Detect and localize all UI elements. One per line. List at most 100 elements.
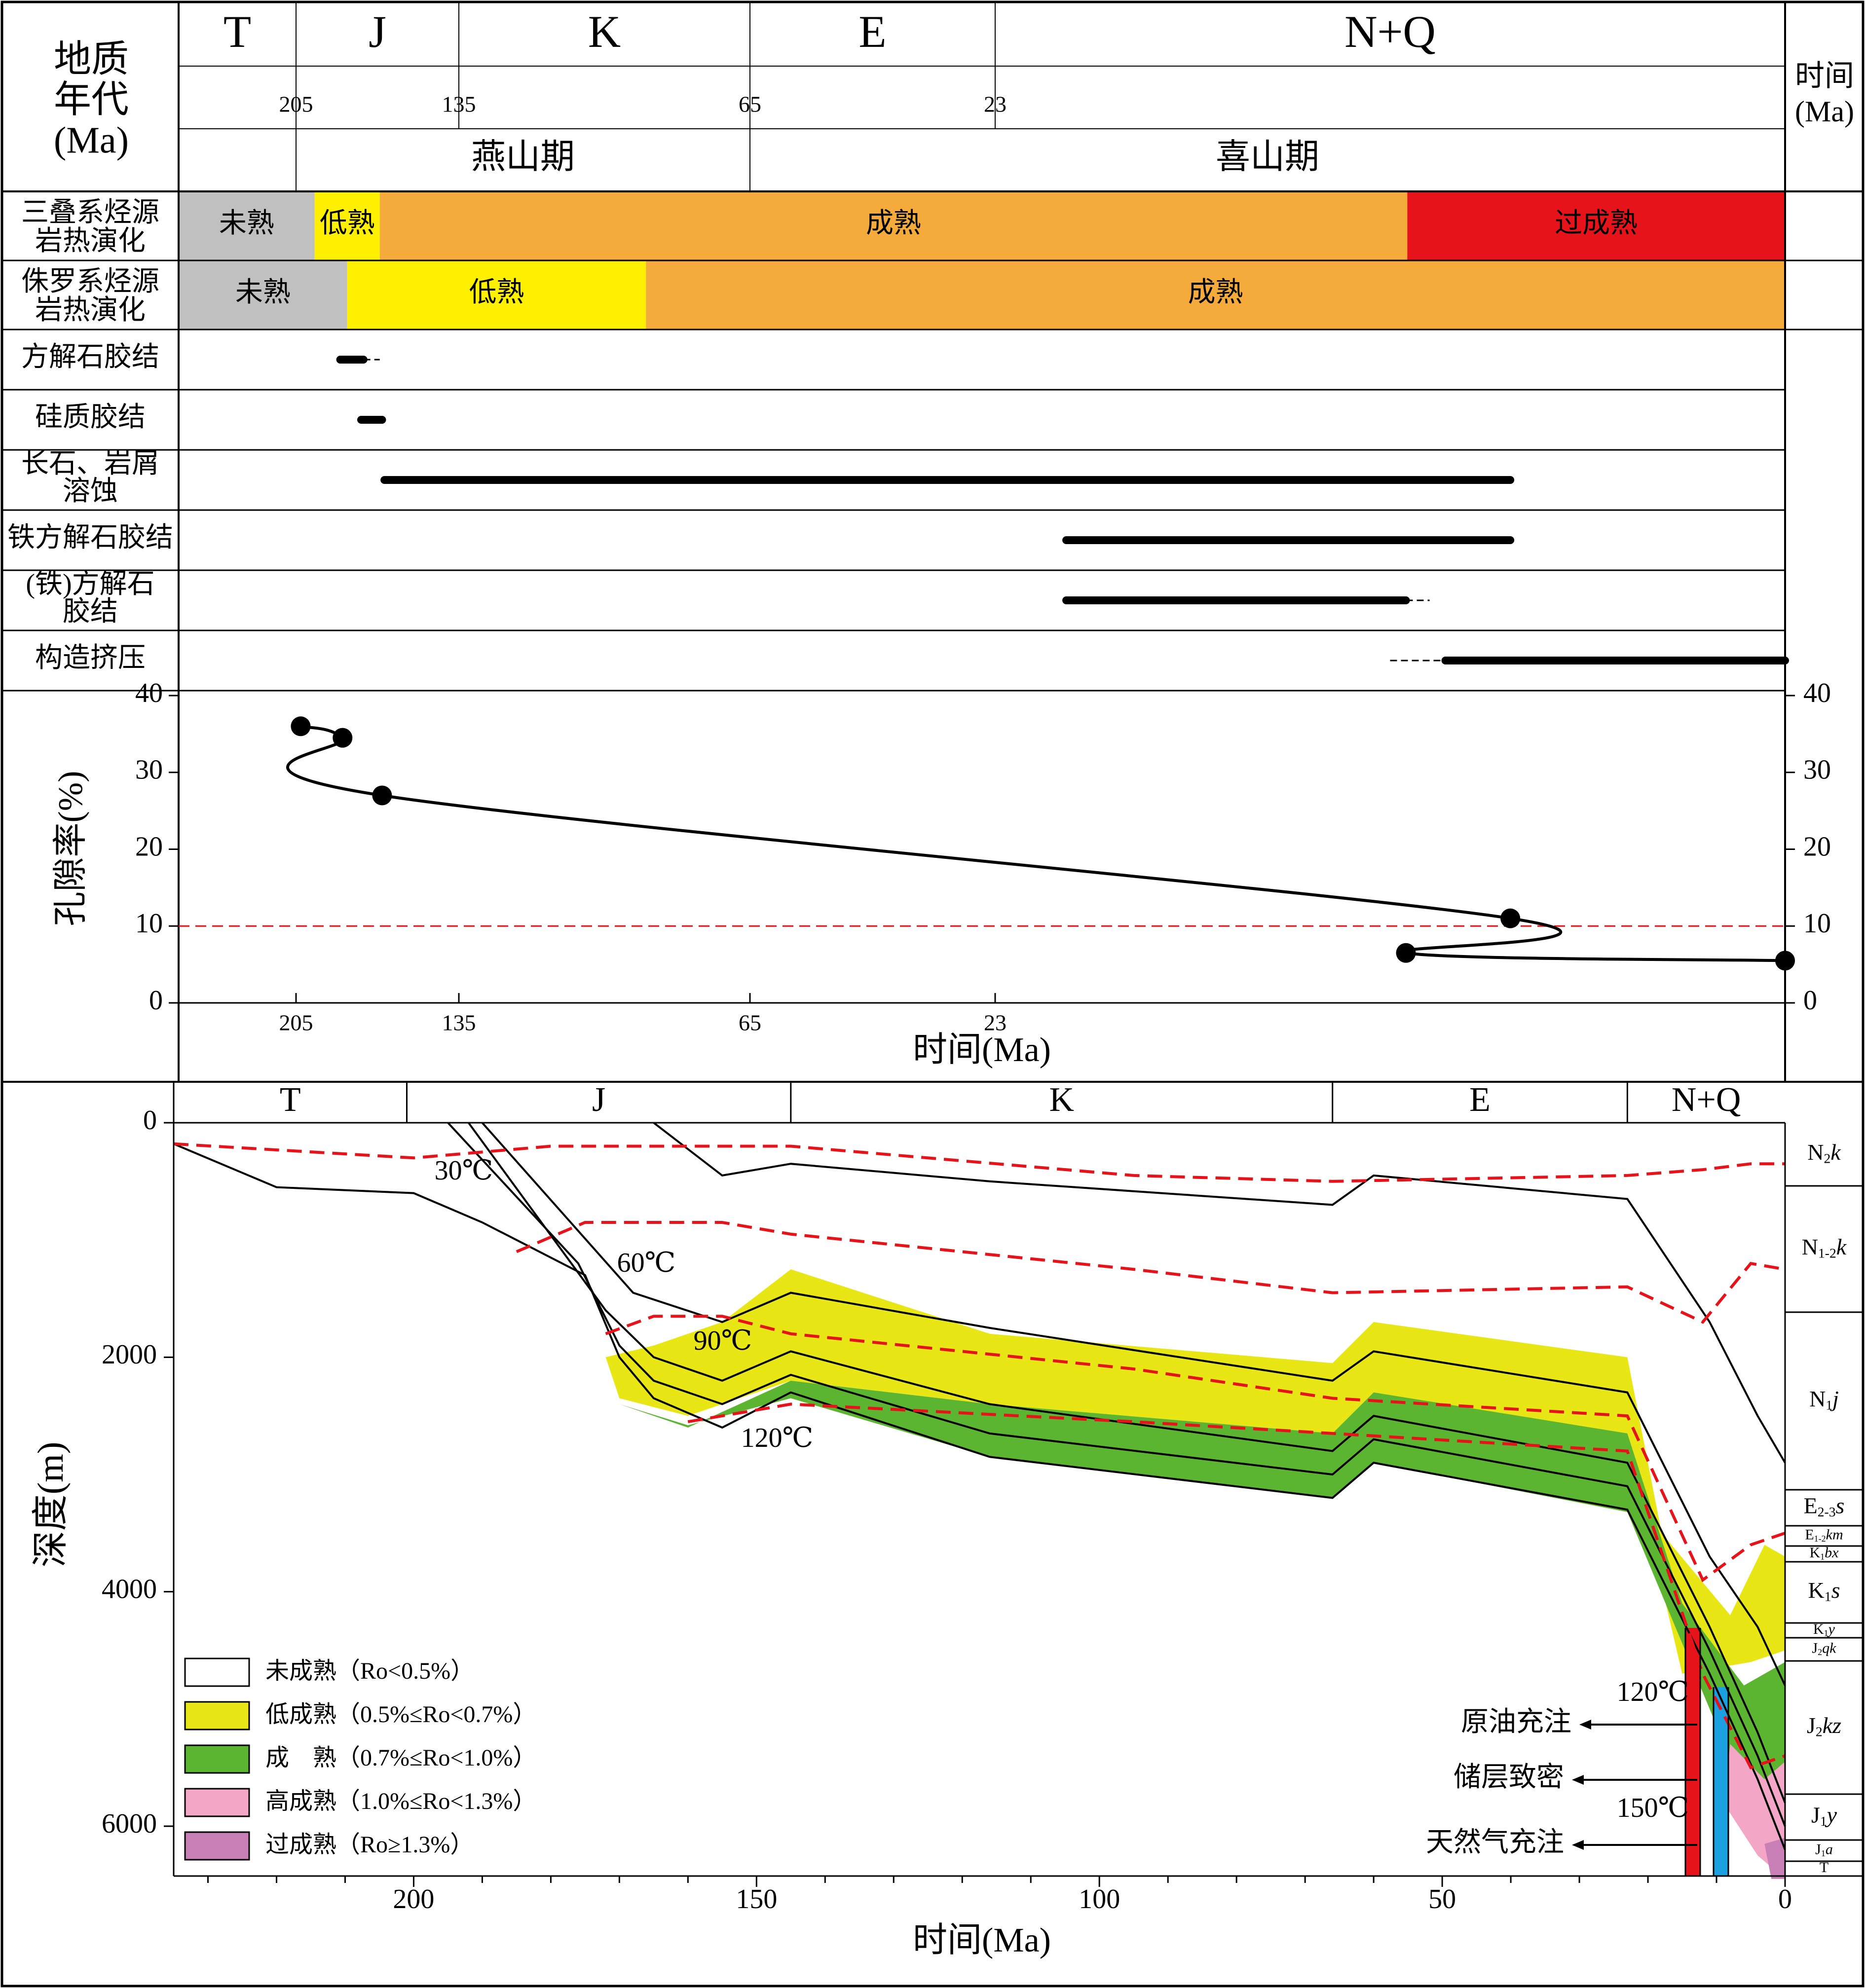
stratum-label: E2-3s (1804, 1493, 1845, 1519)
maturity-label: 未熟 (219, 208, 274, 239)
geologic-age-label: (Ma) (54, 119, 129, 161)
legend-label: 低成熟（0.5%≤Ro<0.7%） (265, 1701, 536, 1728)
row-label: 溶蚀 (63, 476, 118, 507)
age-label-135: 135 (442, 92, 476, 117)
legend-swatch (184, 1831, 250, 1861)
row-label: 侏罗系烃源 (21, 266, 159, 297)
maturity-segment (314, 191, 380, 260)
stratum-label: J1y (1811, 1802, 1837, 1829)
burial-period-label-J: J (592, 1081, 605, 1119)
maturity-segment (347, 260, 646, 330)
porosity-point (333, 728, 353, 748)
row-label: 岩热演化 (35, 226, 146, 257)
stratum-label: E1-2km (1805, 1526, 1843, 1544)
event-label: 储层致密 (1454, 1762, 1564, 1793)
burial-y-tick-label: 2000 (102, 1339, 157, 1370)
burial-line (653, 1122, 1786, 1464)
y-tick-label-right: 0 (1803, 985, 1817, 1016)
late-isotherm-label: 150℃ (1617, 1793, 1689, 1823)
burial-y-tick-label: 4000 (102, 1574, 157, 1605)
isotherm-label: 90℃ (694, 1325, 752, 1356)
row-label: (铁)方解石 (26, 569, 154, 599)
legend-label: 未成熟（Ro<0.5%） (265, 1658, 474, 1684)
stratum-label: K1y (1813, 1621, 1835, 1638)
stratum-label: K1bx (1810, 1545, 1839, 1562)
row-label: 长石、岩屑 (21, 448, 159, 479)
period-label-J: J (369, 6, 386, 57)
maturity-segment (379, 191, 1408, 260)
porosity-point (1396, 943, 1416, 963)
legend-swatch (184, 1788, 250, 1817)
x-tick-label-23: 23 (984, 1010, 1007, 1035)
burial-line (447, 1122, 1786, 1827)
y-tick-label: 20 (135, 831, 163, 862)
burial-period-label-N+Q: N+Q (1672, 1081, 1741, 1119)
maturity-label: 成熟 (866, 208, 921, 239)
burial-y-tick-label: 6000 (102, 1808, 157, 1839)
burial-x-label: 时间(Ma) (913, 1921, 1051, 1959)
age-label-23: 23 (984, 92, 1007, 117)
maturity-label: 低熟 (469, 277, 524, 308)
maturity-label: 过成熟 (1555, 208, 1638, 239)
period-label-N+Q: N+Q (1344, 6, 1436, 57)
mature-area (619, 1380, 1786, 1874)
stratum-label: J2kz (1807, 1713, 1841, 1739)
stratum-label: J1a (1815, 1841, 1833, 1858)
row-label: 方解石胶结 (21, 342, 159, 372)
porosity-y-label: 孔隙率(%) (52, 771, 90, 926)
row-label: 胶结 (63, 596, 118, 627)
x-tick-label-205: 205 (279, 1010, 313, 1035)
isotherm-label: 120℃ (741, 1423, 814, 1453)
legend-swatch (184, 1744, 250, 1774)
stratum-label: N1j (1809, 1386, 1839, 1413)
legend-label: 成 熟（0.7%≤Ro<1.0%） (265, 1745, 536, 1771)
burial-x-tick-label: 0 (1778, 1884, 1792, 1914)
legend-label: 高成熟（1.0%≤Ro<1.3%） (265, 1788, 536, 1814)
stratum-label: N1-2k (1802, 1234, 1847, 1261)
late-isotherm-label: 120℃ (1617, 1677, 1689, 1707)
event-label: 原油充注 (1461, 1707, 1571, 1737)
event-arrow-head (1572, 1840, 1584, 1850)
orogeny-label: 喜山期 (1216, 138, 1319, 176)
x-tick-label-135: 135 (442, 1010, 476, 1035)
maturity-segment (1407, 191, 1785, 260)
legend-swatch (184, 1701, 250, 1730)
porosity-point (372, 785, 392, 806)
porosity-x-label: 时间(Ma) (913, 1031, 1051, 1069)
maturity-segment (179, 260, 347, 330)
burial-x-tick-label: 200 (393, 1884, 434, 1914)
isotherm-line (173, 1142, 1785, 1183)
legend-label: 过成熟（Ro≥1.3%） (265, 1832, 474, 1858)
burial-x-tick-label: 50 (1428, 1884, 1456, 1914)
burial-period-label-K: K (1049, 1081, 1074, 1119)
isotherm-label: 30℃ (435, 1155, 493, 1186)
row-label: 铁方解石胶结 (7, 522, 173, 553)
row-label: 三叠系烃源 (21, 197, 159, 228)
time-unit-label: (Ma) (1795, 95, 1854, 128)
y-tick-label: 10 (135, 908, 163, 939)
maturity-label: 未熟 (235, 277, 291, 308)
stratum-label: T (1820, 1859, 1828, 1876)
event-arrow-head (1579, 1720, 1591, 1730)
porosity-curve (286, 725, 1786, 962)
x-tick-label-65: 65 (739, 1010, 761, 1035)
geologic-age-label: 年代 (54, 79, 129, 120)
isotherm-line (516, 1221, 1786, 1324)
orogeny-label: 燕山期 (471, 138, 575, 176)
burial-line (467, 1122, 1786, 1804)
porosity-point (1775, 951, 1795, 971)
burial-x-tick-label: 150 (736, 1884, 777, 1914)
age-label-205: 205 (279, 92, 313, 117)
text-layer: 地质年代(Ma)时间(Ma)T J K E N+Q205 135 65 23燕山期 喜山期未熟低… (7, 6, 1854, 1959)
maturity-label: 低熟 (320, 208, 375, 239)
burial-y-tick-label: 0 (143, 1105, 157, 1136)
maturity-label: 成熟 (1188, 277, 1243, 308)
maturity-segment (646, 260, 1786, 330)
burial-y-label: 深度(m) (31, 1442, 71, 1568)
age-label-65: 65 (739, 92, 761, 117)
stratum-label: J2qk (1812, 1640, 1836, 1657)
event-arrow-head (1572, 1775, 1584, 1785)
